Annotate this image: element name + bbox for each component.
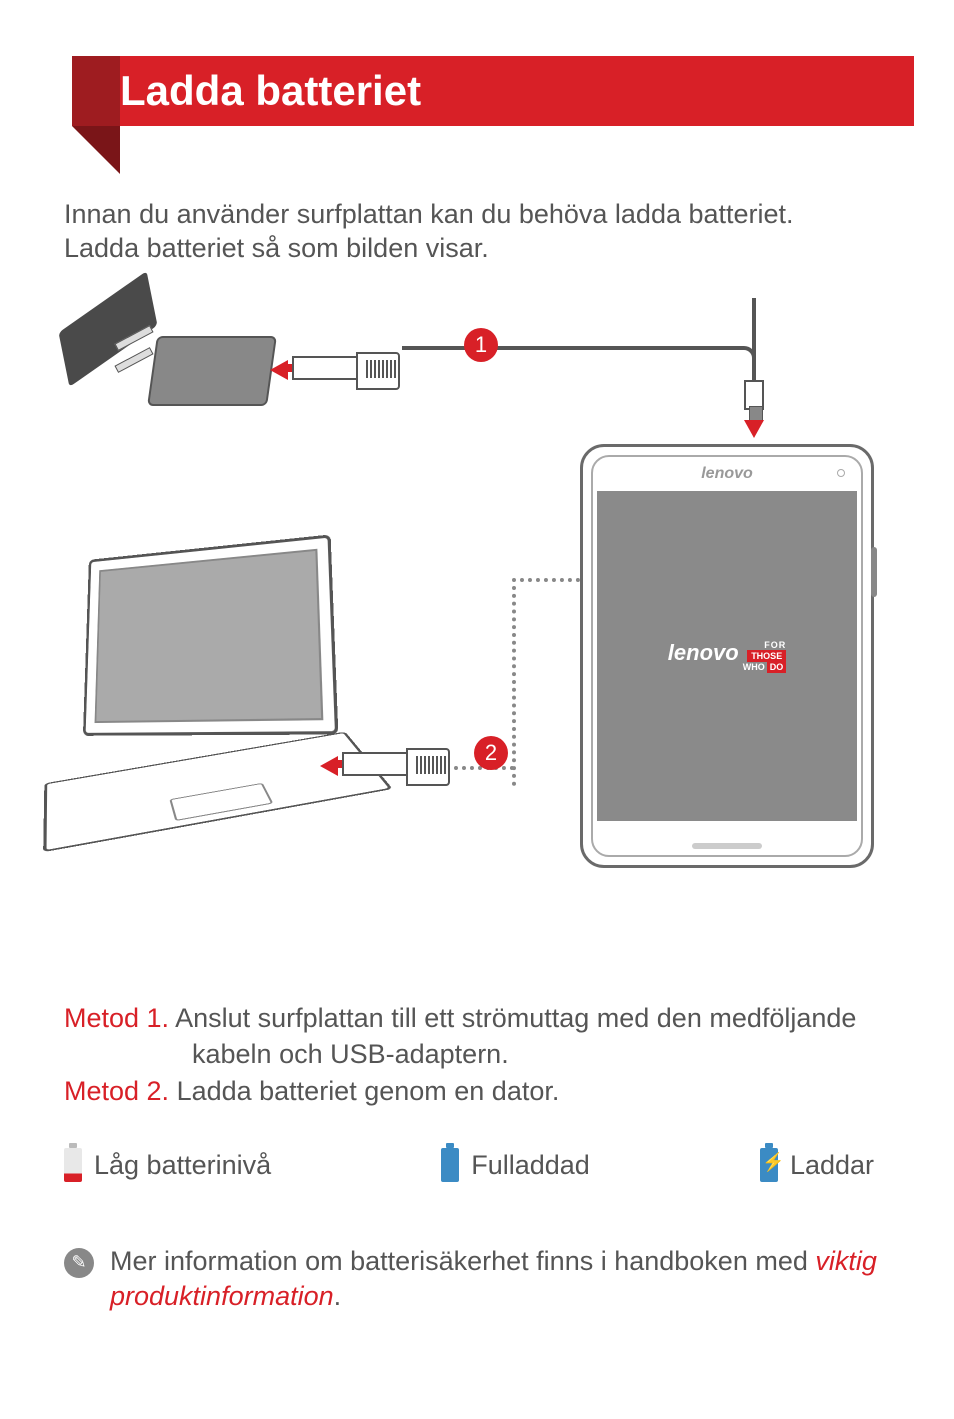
cable-dotted (512, 586, 516, 786)
method-2: Metod 2. Ladda batteriet genom en dator. (64, 1073, 894, 1109)
method-1: Metod 1. Anslut surfplattan till ett str… (64, 1000, 894, 1073)
cable-line (402, 346, 756, 376)
method-1-text-b: kabeln och USB-adaptern. (64, 1036, 894, 1072)
method-1-label: Metod 1. (64, 1003, 169, 1033)
banner-fold (72, 126, 120, 174)
battery-low-icon (64, 1148, 82, 1182)
note-icon: ✎ (64, 1248, 94, 1278)
micro-usb-icon (744, 380, 764, 410)
battery-full-icon (441, 1148, 459, 1182)
laptop-screen-icon (83, 534, 338, 735)
slogan-who-do: WHODO (743, 662, 787, 672)
note-text-a: Mer information om batterisäkerhet finns… (110, 1246, 815, 1276)
battery-charging-icon (760, 1148, 778, 1182)
method-2-text: Ladda batteriet genom en dator. (169, 1076, 559, 1106)
laptop-base-icon (43, 732, 393, 853)
arrow-down-icon (744, 420, 764, 438)
tablet-screen: lenovo FOR THOSE WHODO (597, 491, 857, 821)
method-2-label: Metod 2. (64, 1076, 169, 1106)
tablet-device-icon: lenovo lenovo FOR THOSE WHODO (580, 444, 874, 868)
charging-diagram: 1 2 lenovo lenovo FOR THOSE WHODO (64, 268, 874, 888)
tablet-brand-screen: lenovo (668, 640, 739, 666)
usb-connector-icon (292, 356, 362, 380)
intro-text: Innan du använder surfplattan kan du beh… (64, 198, 894, 266)
cable-line (752, 298, 756, 386)
cable-dotted (512, 578, 580, 582)
note-text: Mer information om batterisäkerhet finns… (110, 1244, 894, 1314)
marker-1: 1 (464, 328, 498, 362)
intro-line2: Ladda batteriet så som bilden visar. (64, 233, 489, 263)
page-title: Ladda batteriet (120, 56, 421, 126)
marker-2: 2 (474, 736, 508, 770)
tablet-brand-top: lenovo (583, 465, 871, 483)
legend-low: Låg batterinivå (94, 1150, 271, 1181)
intro-line1: Innan du använder surfplattan kan du beh… (64, 199, 794, 229)
note-period: . (334, 1281, 342, 1311)
legend-full: Fulladdad (471, 1150, 590, 1181)
method-1-text-a: Anslut surfplattan till ett strömuttag m… (169, 1003, 856, 1033)
usb-adapter-icon (147, 336, 277, 406)
title-banner-accent (72, 56, 120, 126)
slogan-for: FOR (764, 640, 786, 650)
battery-legend: Låg batterinivå Fulladdad Laddar (64, 1148, 914, 1182)
usb-connector-icon (342, 752, 412, 776)
tablet-side-button-icon (871, 547, 877, 597)
tablet-camera-icon (837, 469, 845, 477)
methods-block: Metod 1. Anslut surfplattan till ett str… (64, 1000, 894, 1109)
tablet-home-icon (692, 843, 762, 849)
safety-note: ✎ Mer information om batterisäkerhet fin… (64, 1244, 894, 1314)
legend-charging: Laddar (790, 1150, 874, 1181)
